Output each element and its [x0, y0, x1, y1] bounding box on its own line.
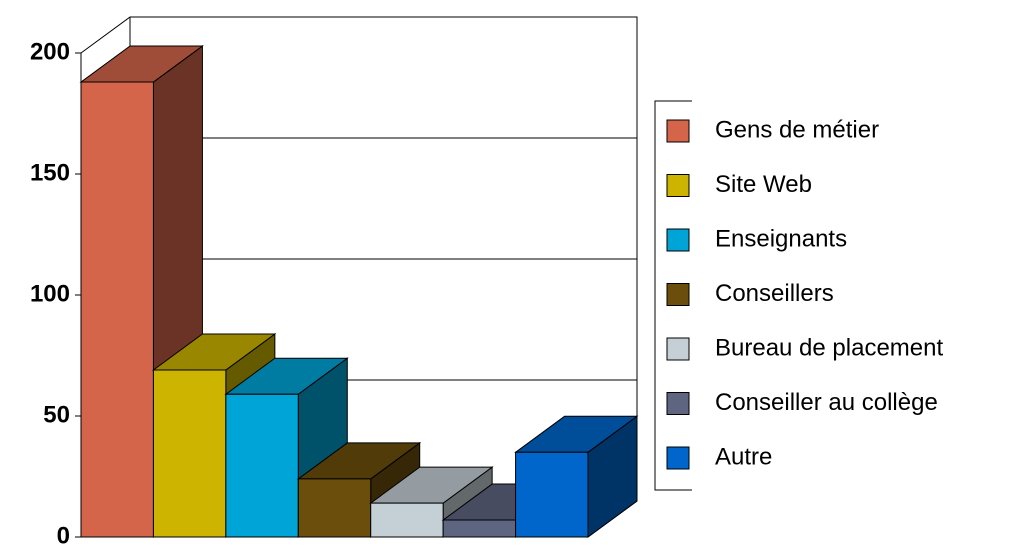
bar-front	[225, 393, 299, 538]
legend-label: Conseiller au collège	[715, 389, 938, 416]
bar-front	[297, 478, 372, 538]
legend-swatch	[666, 392, 690, 415]
legend-label: Site Web	[715, 171, 812, 198]
legend-swatch	[666, 446, 690, 470]
bar	[514, 415, 639, 538]
legend-swatch	[666, 174, 690, 197]
bar-front	[370, 502, 444, 538]
legend-box	[654, 100, 692, 491]
bar-front	[80, 81, 154, 538]
legend-swatch	[666, 119, 690, 143]
legend-label: Conseillers	[715, 280, 834, 307]
y-tick-label: 150	[30, 159, 70, 186]
legend-label: Autre	[715, 443, 772, 470]
legend-swatch	[666, 337, 690, 361]
bar-front	[152, 369, 227, 538]
legend-label: Enseignants	[715, 225, 847, 252]
y-tick-label: 0	[57, 522, 70, 547]
bar-front	[515, 451, 589, 538]
bar-front	[442, 519, 517, 538]
legend-label: Bureau de placement	[715, 334, 943, 361]
y-tick-label: 100	[30, 280, 70, 307]
legend-swatch	[666, 283, 690, 306]
legend-label: Gens de métier	[715, 116, 879, 143]
y-tick-label: 50	[43, 401, 70, 428]
y-tick-label: 200	[30, 38, 70, 65]
legend-swatch	[666, 228, 690, 252]
